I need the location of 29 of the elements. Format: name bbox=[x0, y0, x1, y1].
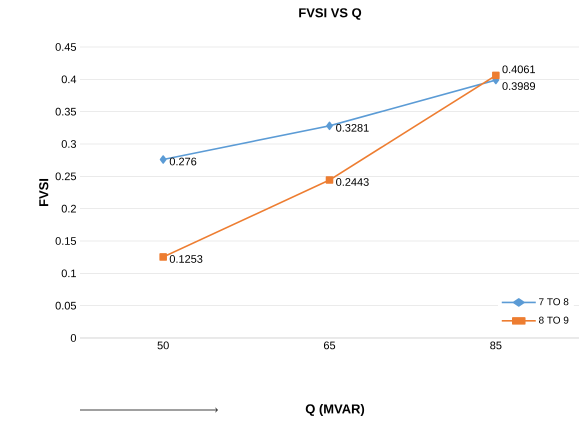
point bbox=[160, 155, 167, 164]
y-tick-label: 0.2 bbox=[62, 204, 76, 213]
x-axis-title: Q (MVAR) bbox=[306, 404, 364, 416]
y-tick-label: 0 bbox=[70, 334, 76, 342]
data-label: 0.4061 bbox=[502, 65, 536, 74]
x-tick-label: 65 bbox=[324, 342, 336, 350]
data-label: 0.3281 bbox=[336, 124, 369, 132]
data-label: 0.3989 bbox=[502, 82, 536, 90]
y-tick-label: 0.45 bbox=[56, 43, 76, 51]
chart-title: FVSI VS Q bbox=[299, 8, 362, 20]
y-tick-label: 0.05 bbox=[56, 302, 76, 310]
y-tick-label: 0.35 bbox=[56, 108, 76, 116]
x-tick-label: 50 bbox=[158, 342, 169, 350]
point bbox=[326, 122, 333, 130]
point bbox=[326, 176, 334, 184]
point bbox=[159, 253, 167, 261]
y-tick-label: 0.1 bbox=[62, 269, 76, 278]
y-tick-label: 0.4 bbox=[62, 75, 76, 84]
point bbox=[492, 72, 500, 80]
data-label: 0.276 bbox=[170, 158, 196, 166]
y-tick-label: 0.25 bbox=[56, 172, 76, 180]
legend-label: 7 TO 8 bbox=[539, 298, 568, 306]
data-label: 0.1253 bbox=[170, 255, 202, 263]
legend-label: 8 TO 9 bbox=[539, 316, 568, 324]
y-axis-title: FVSI bbox=[39, 178, 48, 206]
x-tick-label: 85 bbox=[490, 342, 502, 350]
y-tick-label: 0.3 bbox=[62, 140, 76, 148]
data-label: 0.2443 bbox=[336, 178, 369, 186]
y-tick-label: 0.15 bbox=[56, 237, 76, 245]
